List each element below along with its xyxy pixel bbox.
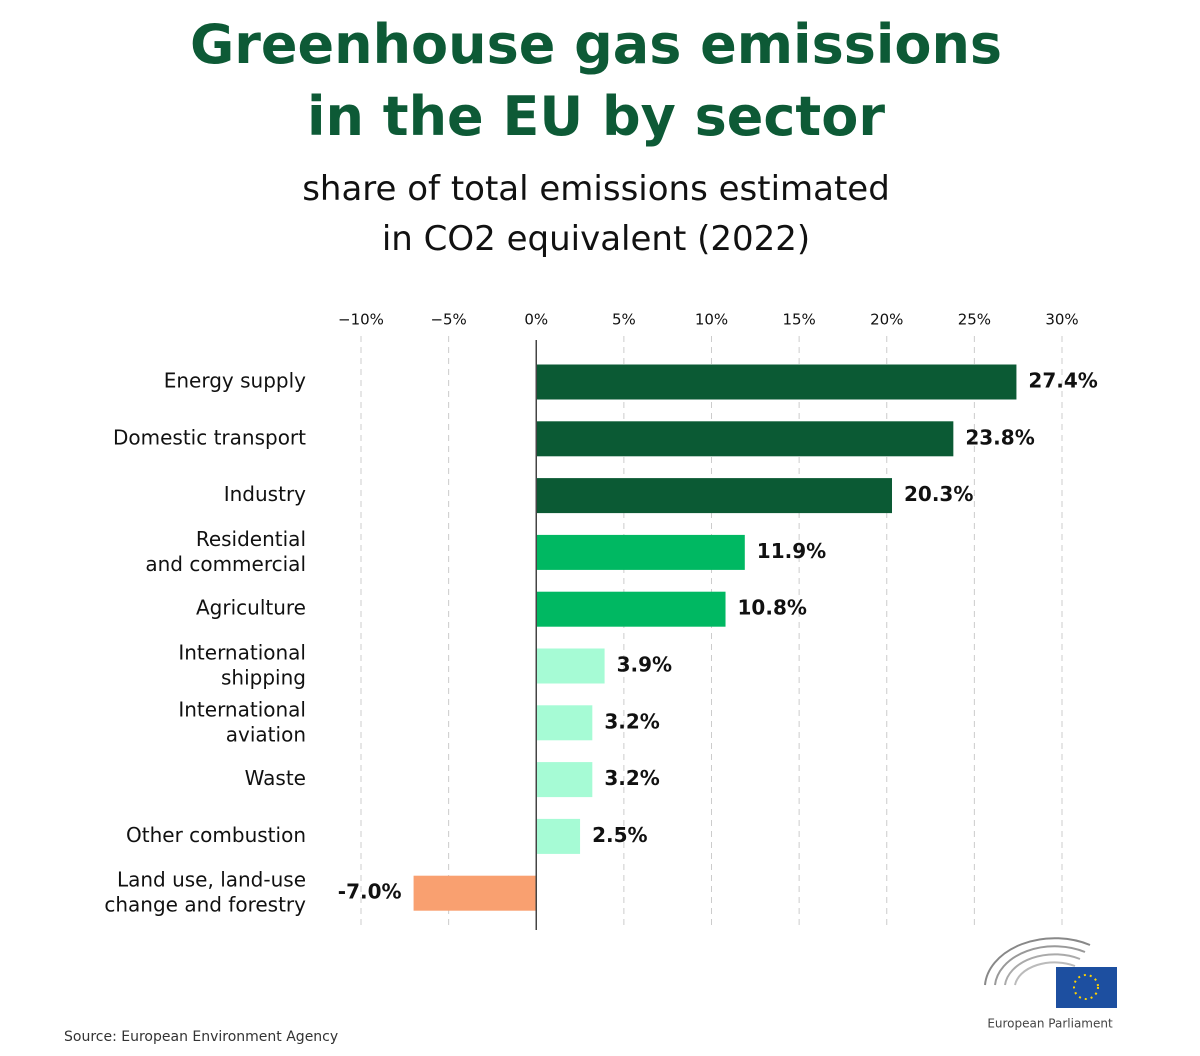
category-label: Residential and commercial [145, 526, 306, 575]
value-label: -7.0% [338, 880, 402, 904]
value-label: 10.8% [738, 596, 807, 620]
value-label: 2.5% [592, 823, 647, 847]
x-tick-label: 0% [524, 311, 548, 329]
value-label: 3.2% [604, 766, 659, 790]
value-label: 3.2% [604, 709, 659, 733]
x-tick-label: −5% [430, 311, 466, 329]
bar [536, 762, 593, 798]
logo-text: European Parliament [987, 1017, 1113, 1031]
x-tick-label: 15% [782, 311, 815, 329]
x-tick-label: 25% [958, 311, 991, 329]
bar [536, 534, 745, 570]
bar [536, 591, 726, 627]
x-tick-label: 30% [1045, 311, 1078, 329]
chart-subtitle: share of total emissions estimated in CO2… [302, 169, 890, 259]
bar [536, 478, 893, 514]
x-tick-label: −10% [338, 311, 384, 329]
category-label: Agriculture [196, 596, 306, 620]
x-tick-label: 5% [612, 311, 636, 329]
category-label: International shipping [178, 640, 306, 689]
value-label: 23.8% [965, 425, 1034, 449]
chart-title: Greenhouse gas emissions in the EU by sec… [190, 13, 1002, 148]
value-label: 20.3% [904, 482, 973, 506]
value-label: 27.4% [1028, 369, 1097, 393]
category-label: Domestic transport [113, 425, 306, 449]
category-label: Other combustion [126, 823, 306, 847]
value-label: 11.9% [757, 539, 826, 563]
bar [536, 364, 1017, 400]
logo [984, 937, 1117, 1008]
category-label: Land use, land-use change and forestry [104, 867, 306, 916]
bar [413, 875, 537, 911]
category-label: Waste [245, 766, 306, 790]
source: Source: European Environment Agency [64, 1029, 338, 1045]
value-label: 3.9% [617, 653, 672, 677]
category-label: Energy supply [164, 369, 306, 393]
bar [536, 421, 954, 457]
bar [536, 818, 581, 854]
bar [536, 705, 593, 741]
category-label: Industry [224, 482, 306, 506]
category-label: International aviation [178, 697, 306, 746]
x-tick-label: 10% [695, 311, 728, 329]
x-tick-label: 20% [870, 311, 903, 329]
bar [536, 648, 605, 684]
